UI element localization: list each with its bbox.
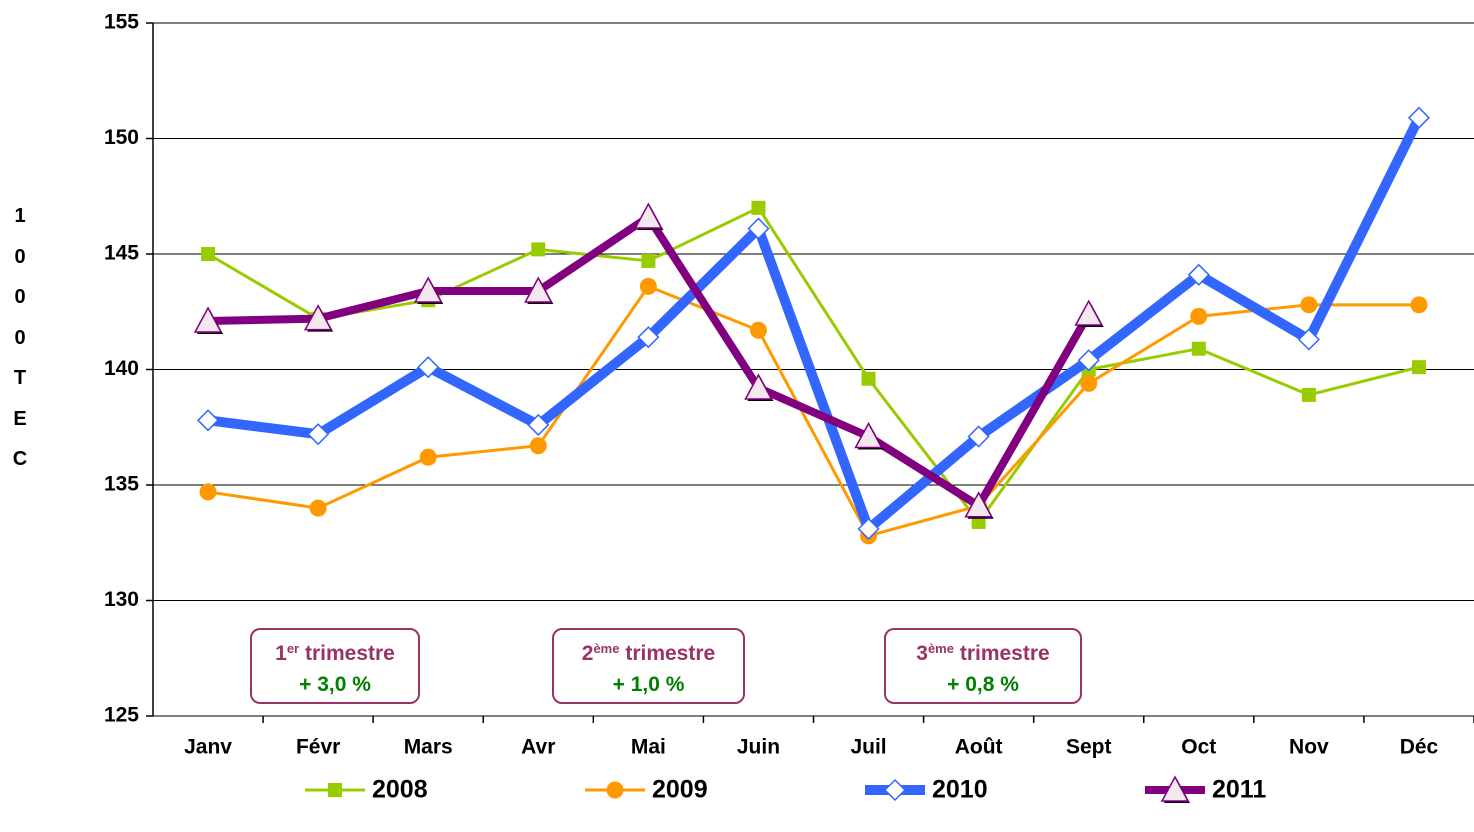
marker [529,437,547,455]
series-line [207,115,1424,534]
x-tick-label: Juin [737,736,780,759]
annotation-title: 2ème trimestre [554,638,743,669]
marker [634,202,663,229]
marker [1411,360,1426,375]
y-tick-label: 150 [104,126,139,149]
marker [1300,296,1318,314]
annotation-change: + 1,0 % [612,673,685,696]
marker [196,409,220,432]
series-line [207,206,1420,524]
marker [309,499,327,517]
marker [201,247,216,261]
marker [1297,328,1320,351]
annotation-superscript: ème [927,641,954,656]
x-tick-label: Déc [1400,736,1439,759]
annotation-superscript: ème [593,641,620,656]
annotation-number: 2 [581,642,594,665]
marker [751,200,766,215]
marker [531,242,546,257]
legend-label: 2011 [1212,776,1266,804]
marker [1160,775,1190,802]
annotation-number: 3 [916,642,928,665]
marker [637,326,660,349]
marker [303,304,333,331]
marker [747,217,770,240]
x-tick-label: Avr [521,736,555,759]
annotation-number: 1 [275,642,287,665]
legend-label: 2008 [372,776,428,804]
x-tick-label: Oct [1181,736,1216,759]
series-line [207,284,1419,538]
x-tick-label: Mars [404,736,453,759]
x-tick-label: Juil [850,736,886,759]
marker [328,783,342,797]
marker [606,781,624,799]
annotation-superscript: er [286,641,300,656]
marker [1301,387,1316,402]
annotation-box: 3ème trimestre + 0,8 % [884,628,1082,704]
annotation-box: 2ème trimestre + 1,0 % [552,628,745,704]
marker [307,423,330,446]
marker [883,778,907,802]
marker [199,483,217,501]
marker [639,277,657,295]
x-tick-label: Janv [184,736,232,759]
y-tick-label: 135 [104,473,139,496]
annotation-title: 3ème trimestre [886,638,1080,669]
x-tick-label: Nov [1289,736,1329,759]
x-tick-label: Mai [631,736,666,759]
annotation-box: 1er trimestre + 3,0 % [250,628,420,704]
annotation-change: + 0,8 % [947,673,1019,696]
marker [524,276,553,303]
y-tick-label: 145 [104,242,139,265]
marker [1074,299,1103,326]
marker [857,517,880,540]
marker [417,356,440,379]
annotation-label: trimestre [959,642,1050,665]
marker [854,421,883,449]
marker [861,371,876,386]
annotation-title: 1er trimestre [252,638,418,669]
marker [1190,307,1208,325]
marker [744,373,773,400]
marker [1191,341,1206,356]
marker [419,448,437,466]
annotation-change: + 3,0 % [299,673,371,696]
marker [1187,263,1210,286]
annotation-label: trimestre [304,642,395,665]
marker [749,321,767,339]
marker [641,253,656,268]
y-tick-label: 125 [104,704,139,727]
annotation-label: trimestre [625,642,716,665]
marker [413,276,443,303]
marker [967,425,990,448]
x-tick-label: Sept [1066,736,1112,759]
marker [1077,349,1100,372]
y-tick-label: 130 [104,588,139,611]
legend-label: 2010 [932,776,988,804]
y-tick-label: 155 [104,11,139,34]
legend-label: 2009 [652,776,708,804]
marker [193,306,223,333]
marker [964,491,993,518]
y-tick-label: 140 [104,357,139,380]
marker [1080,374,1098,392]
x-tick-label: Févr [296,736,340,759]
x-tick-label: Août [955,736,1003,759]
y-axis-label: 1000 TEC [12,205,32,470]
marker [1410,296,1428,314]
marker [1407,106,1431,129]
marker [527,413,550,437]
